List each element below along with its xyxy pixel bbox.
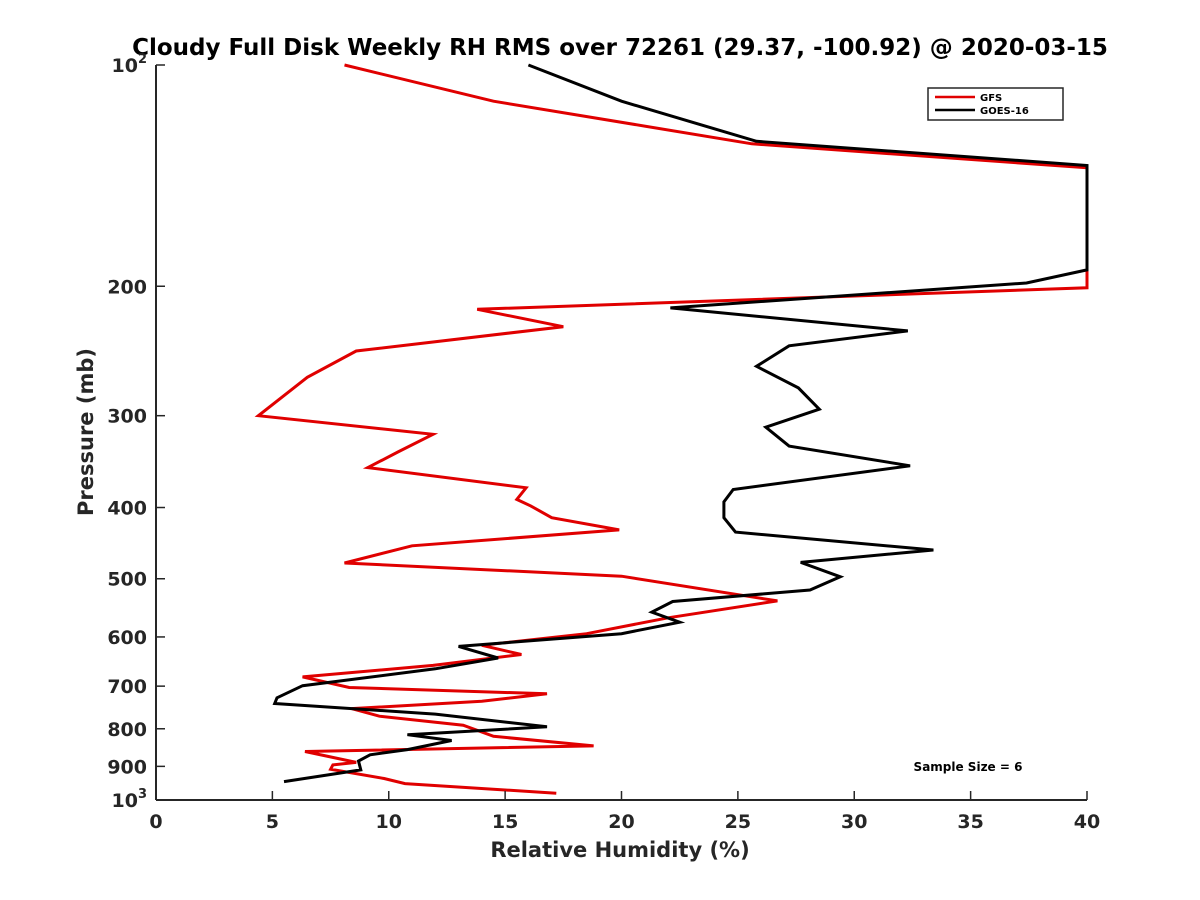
x-tick-label: 15: [492, 811, 518, 833]
series-line-goes16: [272, 63, 1089, 784]
y-tick-label: 900: [107, 756, 147, 778]
legend-box: [927, 87, 1064, 121]
y-tick-base: 10: [112, 55, 138, 77]
x-axis-label: Relative Humidity (%): [490, 838, 749, 862]
y-tick-base: 10: [112, 790, 138, 812]
y-tick-label: 103: [112, 787, 148, 812]
legend: GFS GOES-16: [927, 87, 1064, 121]
y-tick-label: 600: [107, 627, 147, 649]
x-tick-label: 40: [1074, 811, 1100, 833]
y-tick-label: 800: [107, 719, 147, 741]
y-tick-label: 300: [107, 406, 147, 428]
x-tick-label: 5: [266, 811, 279, 833]
y-tick-label: 102: [112, 52, 148, 77]
x-ticks: 0 5 10 15 20 25 30 35 40: [149, 791, 1100, 833]
x-tick-label: 30: [841, 811, 867, 833]
y-tick-exponent: 3: [138, 787, 147, 802]
y-tick-exponent: 2: [138, 52, 147, 67]
chart-title: Cloudy Full Disk Weekly RH RMS over 7226…: [132, 35, 1108, 61]
series-line-gfs: [254, 63, 1089, 795]
y-tick-label: 200: [107, 276, 147, 298]
x-tick-label: 35: [957, 811, 983, 833]
y-tick-label: 400: [107, 498, 147, 520]
x-tick-label: 0: [149, 811, 162, 833]
legend-label-gfs: GFS: [980, 93, 1002, 104]
sample-size-annotation: Sample Size = 6: [914, 760, 1023, 774]
legend-label-goes16: GOES-16: [980, 106, 1029, 117]
y-tick-label: 500: [107, 569, 147, 591]
x-tick-label: 25: [725, 811, 751, 833]
y-tick-label: 700: [107, 676, 147, 698]
series-layer: [254, 63, 1089, 795]
y-axis-label: Pressure (mb): [74, 348, 98, 516]
x-tick-label: 10: [376, 811, 402, 833]
x-tick-label: 20: [608, 811, 634, 833]
